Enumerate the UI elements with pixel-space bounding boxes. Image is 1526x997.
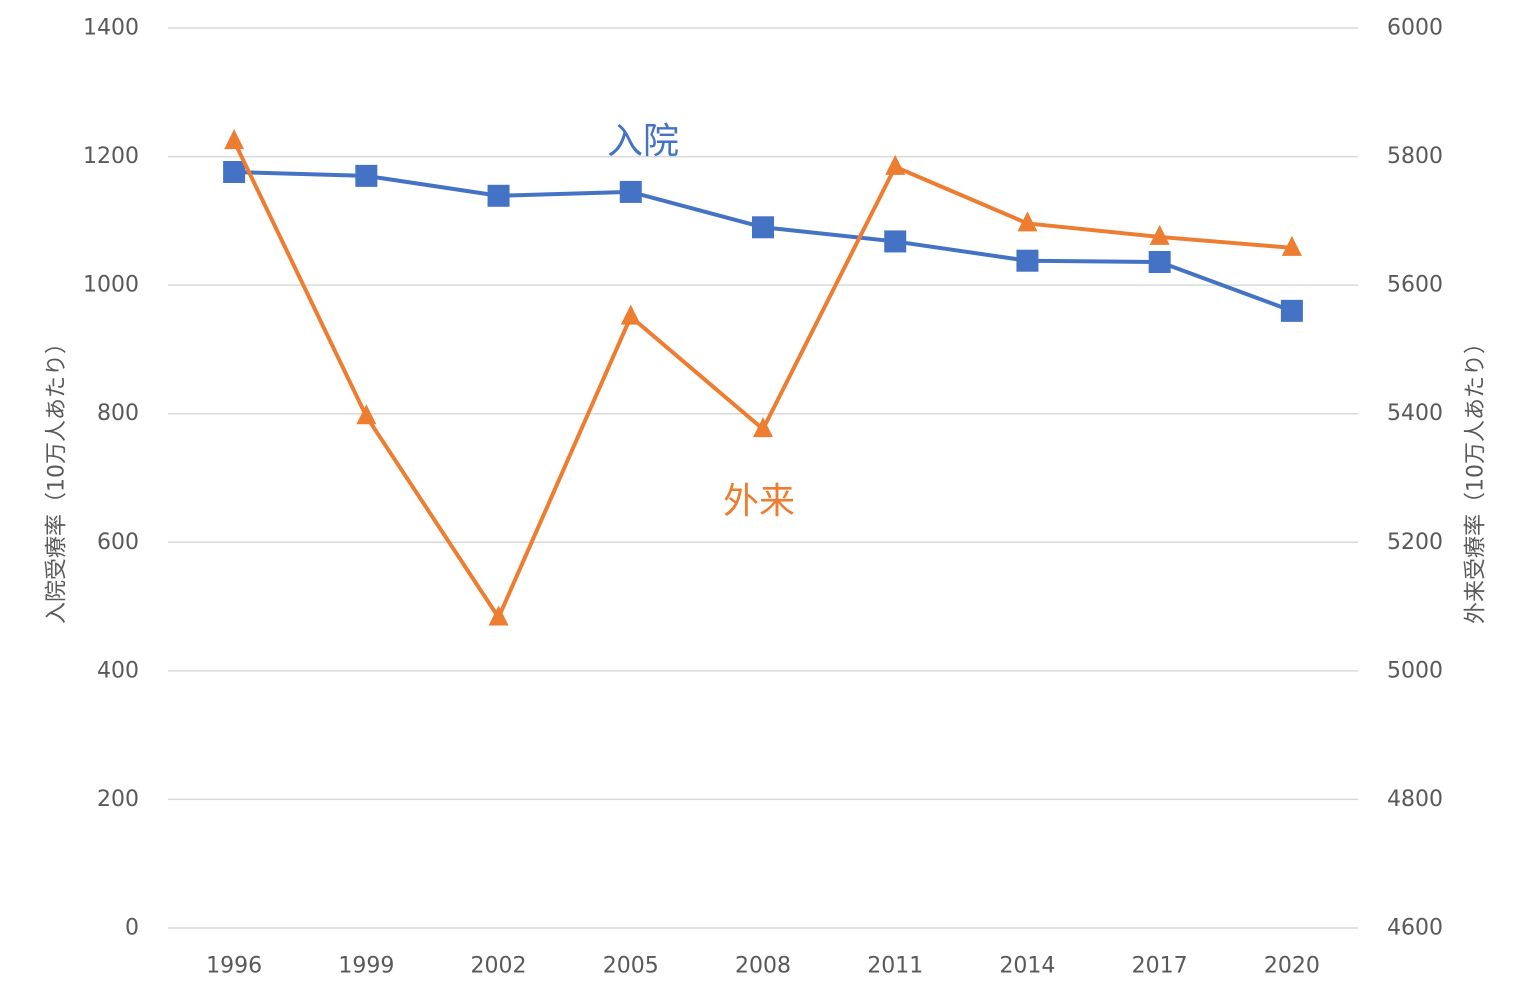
x-tick-label: 2011 [867, 954, 923, 979]
left-tick-label: 600 [97, 530, 139, 555]
x-tick-label: 2014 [999, 954, 1055, 979]
data-point-triangle [753, 417, 773, 438]
data-point-square [1280, 299, 1303, 322]
data-point-triangle [224, 129, 245, 150]
data-point-triangle [1281, 235, 1302, 256]
left-tick-label: 1000 [83, 273, 139, 298]
left-axis-title: 入院受療率（10万人あたり） [45, 332, 70, 624]
x-tick-label: 1999 [338, 954, 394, 979]
data-point-triangle [1149, 224, 1170, 245]
x-tick-label: 2008 [735, 954, 791, 979]
gridlines [168, 27, 1358, 929]
right-tick-label: 5000 [1387, 658, 1443, 683]
left-tick-label: 0 [125, 916, 139, 941]
right-tick-label: 5400 [1387, 401, 1443, 426]
data-point-square [884, 230, 907, 253]
x-tick-label: 2005 [603, 954, 659, 979]
x-axis-ticks: 1996 1999 2002 2005 2008 2011 2014 2017 2020 [206, 954, 1320, 979]
x-tick-label: 1996 [206, 954, 262, 979]
data-point-square [487, 184, 510, 207]
data-point-triangle [488, 605, 509, 626]
data-point-triangle [620, 304, 641, 325]
inpatient-series-label: 入院 [607, 121, 679, 162]
right-axis-ticks: 4600 4800 5000 5200 5400 5600 5800 6000 [1387, 16, 1443, 941]
data-point-square [223, 161, 246, 183]
left-tick-label: 200 [97, 787, 139, 812]
left-tick-label: 1200 [83, 144, 139, 169]
series-outpatient [224, 129, 1302, 626]
series-inpatient [223, 161, 1303, 322]
data-point-triangle [356, 404, 377, 425]
series-line [234, 170, 1293, 313]
data-point-square [752, 216, 774, 239]
left-tick-label: 400 [97, 658, 139, 683]
series-line [232, 140, 1293, 620]
series [223, 129, 1303, 626]
x-tick-label: 2002 [471, 954, 527, 979]
outpatient-series-label: 外来 [723, 481, 795, 522]
data-point-square [1148, 251, 1171, 273]
left-axis-ticks: 0 200 400 600 800 1000 1200 1400 [83, 16, 139, 941]
right-tick-label: 4800 [1387, 787, 1443, 812]
left-tick-label: 1400 [83, 16, 139, 41]
data-point-square [1016, 249, 1039, 272]
x-tick-label: 2020 [1264, 954, 1320, 979]
right-tick-label: 6000 [1387, 16, 1443, 41]
right-tick-label: 5200 [1387, 530, 1443, 555]
data-point-square [355, 164, 378, 187]
left-tick-label: 800 [97, 401, 139, 426]
right-axis-title: 外来受療率（10万人あたり） [1464, 332, 1489, 624]
right-tick-label: 4600 [1387, 916, 1443, 941]
x-tick-label: 2017 [1132, 954, 1188, 979]
data-point-triangle [1017, 211, 1038, 232]
right-tick-label: 5800 [1387, 144, 1443, 169]
data-point-square [619, 180, 642, 203]
right-tick-label: 5600 [1387, 273, 1443, 298]
data-point-triangle [885, 154, 906, 175]
